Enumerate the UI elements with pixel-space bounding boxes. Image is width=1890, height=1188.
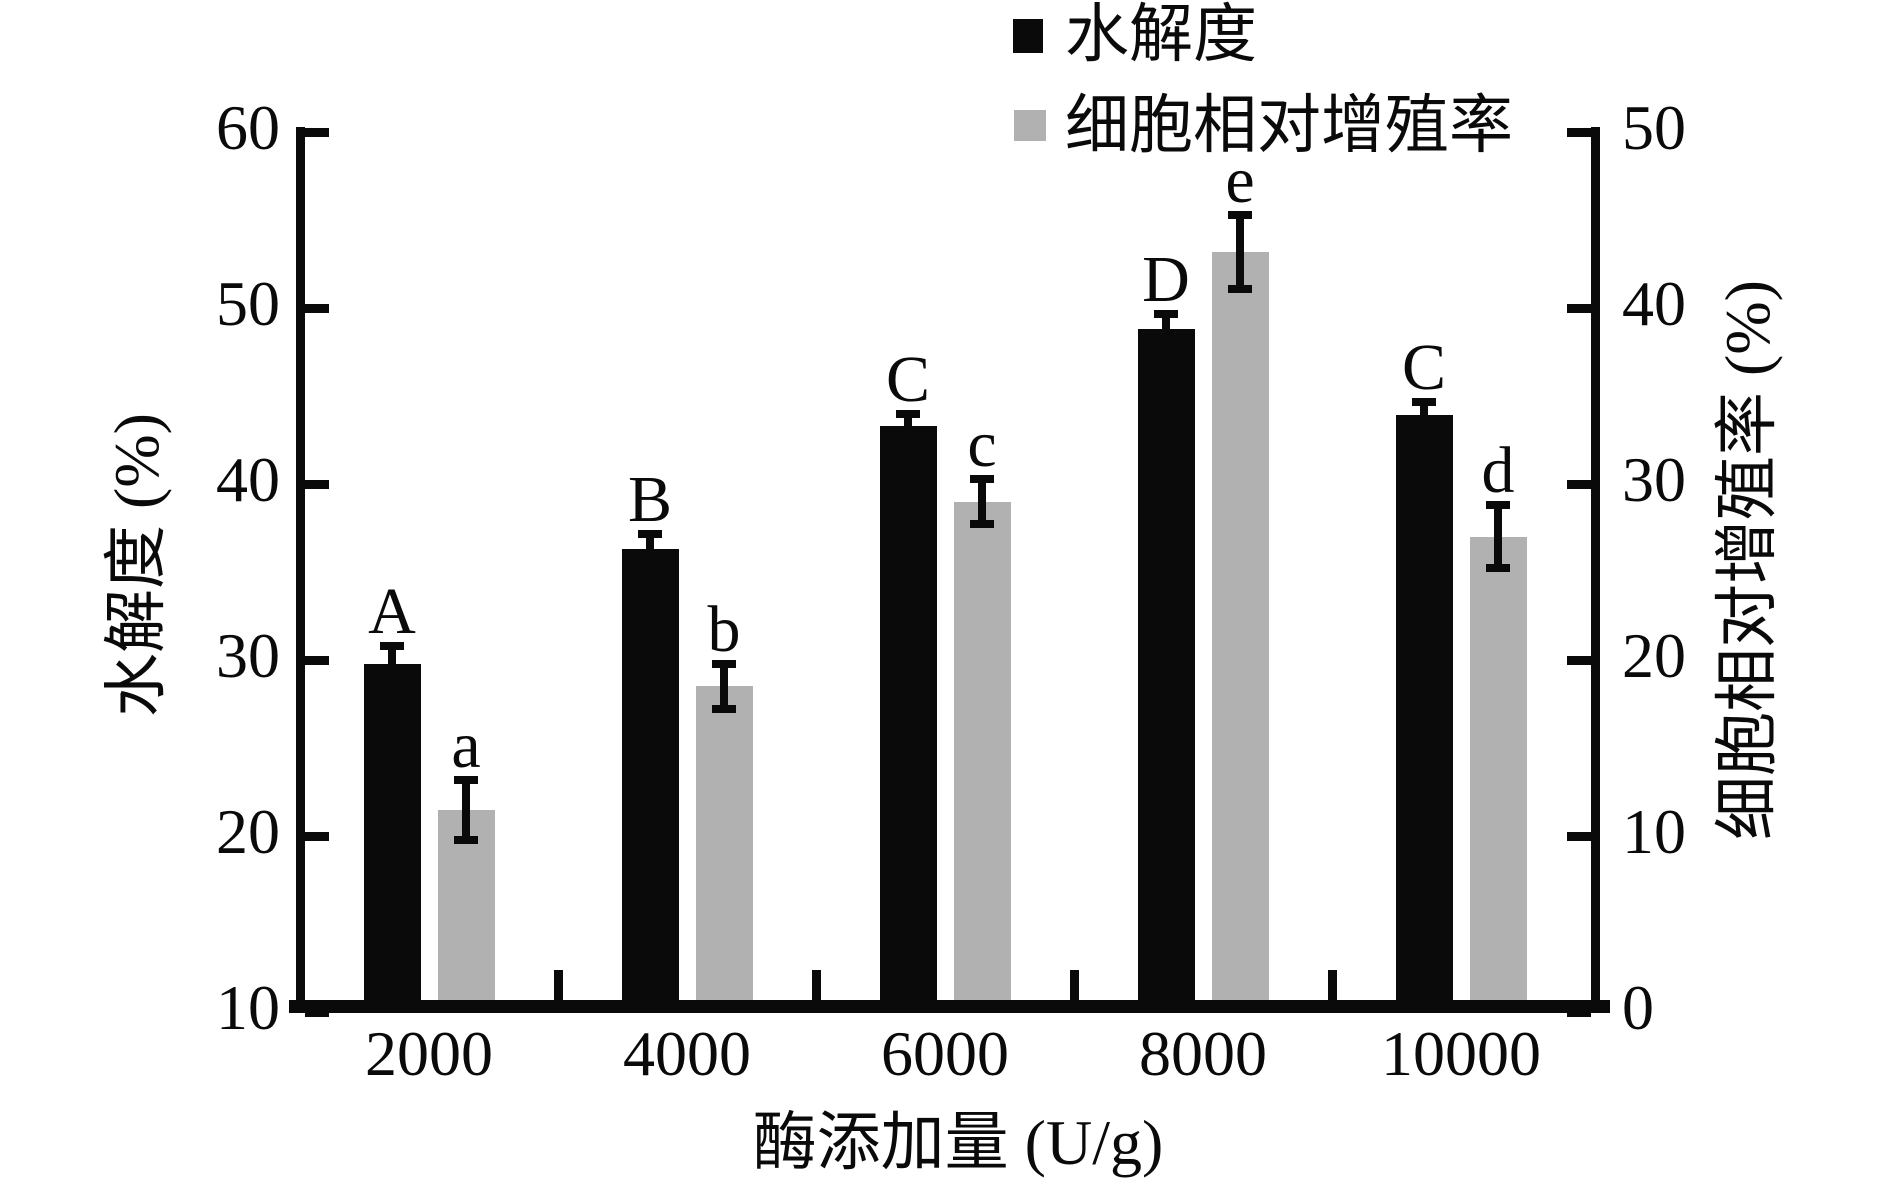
left-axis-tick-label: 40 bbox=[216, 444, 280, 515]
right-axis-tick-label: 50 bbox=[1622, 92, 1686, 163]
error-bar-line bbox=[1420, 402, 1428, 429]
left-axis-tick-label: 20 bbox=[216, 796, 280, 867]
legend-swatch-hydrolysis bbox=[1013, 19, 1043, 53]
x-axis-tick-label: 4000 bbox=[623, 1018, 751, 1089]
bar-proliferation bbox=[1211, 251, 1269, 1012]
right-axis-tick-label: 30 bbox=[1622, 444, 1686, 515]
right-axis-tick bbox=[1567, 479, 1591, 489]
bar-proliferation bbox=[695, 686, 753, 1012]
x-axis-tick-label: 6000 bbox=[881, 1018, 1009, 1089]
right-axis-spine bbox=[1591, 127, 1600, 1013]
error-bar-cap-top bbox=[970, 474, 994, 483]
significance-label: c bbox=[967, 407, 997, 481]
error-bar-cap-top bbox=[454, 775, 478, 784]
significance-label: D bbox=[1142, 243, 1190, 317]
left-axis-tick-label: 60 bbox=[216, 92, 280, 163]
right-axis-tick bbox=[1567, 831, 1591, 841]
x-axis-boundary-tick bbox=[1327, 970, 1337, 1000]
x-axis-tick-label: 10000 bbox=[1381, 1018, 1541, 1089]
x-axis-tick-label: 8000 bbox=[1139, 1018, 1267, 1089]
error-bar-cap-bottom bbox=[380, 677, 404, 686]
left-axis-tick bbox=[305, 127, 329, 137]
error-bar-line bbox=[1162, 314, 1170, 345]
error-bar-cap-bottom bbox=[970, 520, 994, 529]
error-bar-cap-bottom bbox=[896, 434, 920, 443]
left-axis-tick bbox=[305, 655, 329, 665]
significance-label: B bbox=[627, 463, 673, 537]
left-axis-spine bbox=[296, 127, 305, 1013]
significance-label: a bbox=[451, 708, 481, 782]
error-bar-cap-top bbox=[1486, 501, 1510, 510]
bar-hydrolysis bbox=[1137, 329, 1195, 1012]
x-axis-boundary-tick bbox=[553, 970, 563, 1000]
significance-label: C bbox=[1401, 331, 1447, 405]
error-bar-cap-top bbox=[896, 409, 920, 418]
error-bar-cap-bottom bbox=[638, 560, 662, 569]
error-bar-cap-top bbox=[1412, 398, 1436, 407]
legend-swatch-proliferation bbox=[1014, 110, 1046, 141]
error-bar-line bbox=[462, 779, 470, 840]
bar-hydrolysis bbox=[879, 425, 937, 1012]
error-bar-cap-bottom bbox=[1412, 424, 1436, 433]
left-axis-tick bbox=[305, 479, 329, 489]
right-axis-tick bbox=[1567, 1007, 1591, 1017]
error-bar-line bbox=[720, 663, 728, 710]
significance-label: b bbox=[707, 592, 741, 666]
right-axis-title: 细胞相对增殖率 (%) bbox=[1712, 280, 1783, 840]
right-axis-tick bbox=[1567, 127, 1591, 137]
legend-label-hydrolysis: 水解度 bbox=[1065, 0, 1257, 70]
right-axis-tick-label: 40 bbox=[1622, 268, 1686, 339]
significance-label: d bbox=[1481, 434, 1515, 508]
left-axis-tick bbox=[305, 1007, 329, 1017]
error-bar-line bbox=[388, 645, 396, 682]
right-axis-tick-label: 0 bbox=[1622, 972, 1654, 1043]
x-axis-title: 酶添加量 (U/g) bbox=[752, 1107, 1164, 1178]
significance-label: e bbox=[1225, 143, 1255, 217]
x-axis-tick-label: 2000 bbox=[365, 1018, 493, 1089]
significance-label: A bbox=[368, 574, 416, 648]
error-bar-line bbox=[904, 413, 912, 439]
error-bar-cap-bottom bbox=[1228, 284, 1252, 293]
error-bar-cap-top bbox=[1228, 210, 1252, 219]
error-bar-cap-bottom bbox=[1154, 340, 1178, 349]
error-bar-cap-top bbox=[1154, 310, 1178, 319]
error-bar-line bbox=[1236, 214, 1244, 289]
x-axis-boundary-tick bbox=[1069, 970, 1079, 1000]
error-bar-cap-bottom bbox=[454, 835, 478, 844]
error-bar-cap-top bbox=[712, 659, 736, 668]
error-bar-line bbox=[1494, 505, 1502, 569]
error-bar-cap-top bbox=[638, 530, 662, 539]
left-axis-tick bbox=[305, 303, 329, 313]
right-axis-tick bbox=[1567, 655, 1591, 665]
bar-hydrolysis bbox=[621, 549, 679, 1012]
bottom-axis-spine bbox=[289, 1000, 1610, 1013]
error-bar-cap-top bbox=[380, 641, 404, 650]
right-axis-tick bbox=[1567, 303, 1591, 313]
error-bar-line bbox=[646, 534, 654, 565]
right-axis-tick-label: 10 bbox=[1622, 796, 1686, 867]
error-bar-cap-bottom bbox=[712, 705, 736, 714]
legend-label-proliferation: 细胞相对增殖率 bbox=[1065, 90, 1513, 161]
error-bar-line bbox=[978, 478, 986, 525]
significance-label: C bbox=[885, 342, 931, 416]
x-axis-boundary-tick bbox=[811, 970, 821, 1000]
bar-proliferation bbox=[953, 501, 1011, 1012]
left-axis-tick-label: 30 bbox=[216, 620, 280, 691]
bar-hydrolysis bbox=[363, 663, 421, 1012]
bar-proliferation bbox=[1469, 536, 1527, 1012]
error-bar-cap-bottom bbox=[1486, 564, 1510, 573]
bar-hydrolysis bbox=[1395, 415, 1453, 1012]
left-axis-tick-label: 50 bbox=[216, 268, 280, 339]
right-axis-tick-label: 20 bbox=[1622, 620, 1686, 691]
left-axis-tick-label: 10 bbox=[216, 972, 280, 1043]
left-axis-tick bbox=[305, 831, 329, 841]
